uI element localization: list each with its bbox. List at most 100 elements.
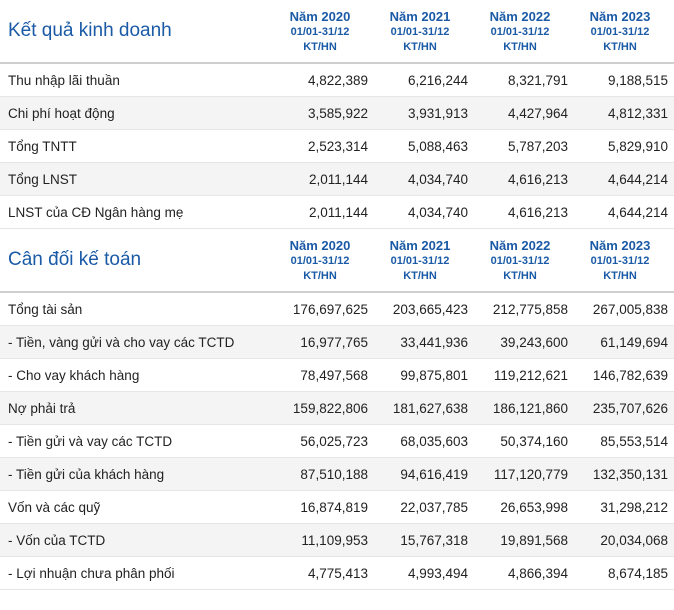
row-value: 2,011,144 [308,171,368,187]
row-value: 4,034,740 [407,171,468,187]
column-header-2022: Năm 2022 01/01-31/12 KT/HN [470,0,570,62]
row-label: - Cho vay khách hàng [8,367,140,383]
income-statement-section: Kết quả kinh doanh Năm 2020 01/01-31/12 … [0,0,674,229]
table-row: - Tiền gửi của khách hàng 87,510,188 94,… [0,458,674,491]
income-statement-header: Kết quả kinh doanh Năm 2020 01/01-31/12 … [0,0,674,64]
column-unit: KT/HN [503,40,537,53]
table-row: Vốn và các quỹ 16,874,819 22,037,785 26,… [0,491,674,524]
row-value: 31,298,212 [600,499,668,515]
row-value: 16,977,765 [300,334,368,350]
column-year: Năm 2023 [589,237,651,253]
income-statement-title: Kết quả kinh doanh [8,20,172,41]
table-row: Tổng tài sản 176,697,625 203,665,423 212… [0,293,674,326]
table-row: - Tiền, vàng gửi và cho vay các TCTD 16,… [0,326,674,359]
row-value: 5,088,463 [407,138,468,154]
column-header-2021: Năm 2021 01/01-31/12 KT/HN [370,0,470,62]
column-header-2023: Năm 2023 01/01-31/12 KT/HN [570,0,670,62]
column-header-2020: Năm 2020 01/01-31/12 KT/HN [270,229,370,291]
column-header-2020: Năm 2020 01/01-31/12 KT/HN [270,0,370,62]
row-value: 39,243,600 [500,334,568,350]
column-header-2021: Năm 2021 01/01-31/12 KT/HN [370,229,470,291]
column-year: Năm 2023 [589,8,651,24]
row-label: Tổng LNST [8,171,78,187]
column-unit: KT/HN [603,269,637,282]
column-range: 01/01-31/12 [590,254,650,267]
column-unit: KT/HN [403,269,437,282]
row-value: 4,644,214 [607,171,668,187]
row-label: Tổng tài sản [8,301,83,317]
balance-sheet-rows: Tổng tài sản 176,697,625 203,665,423 212… [0,293,674,590]
row-value: 6,216,244 [407,72,468,88]
row-value: 20,034,068 [600,532,668,548]
row-label: Thu nhập lãi thuần [8,72,120,88]
row-value: 176,697,625 [292,301,368,317]
row-label: - Vốn của TCTD [8,532,106,548]
row-value: 3,585,922 [307,105,368,121]
row-value: 26,653,998 [500,499,568,515]
row-value: 94,616,419 [400,466,468,482]
column-unit: KT/HN [603,40,637,53]
row-value: 212,775,858 [492,301,568,317]
row-label: Nợ phải trả [8,400,76,416]
table-row: Tổng LNST 2,011,144 4,034,740 4,616,213 … [0,163,674,196]
column-year: Năm 2020 [289,237,351,253]
row-value: 4,822,389 [307,72,368,88]
column-range: 01/01-31/12 [290,25,350,38]
row-value: 146,782,639 [592,367,668,383]
table-row: - Cho vay khách hàng 78,497,568 99,875,8… [0,359,674,392]
column-year: Năm 2022 [489,8,551,24]
row-value: 4,616,213 [507,204,568,220]
column-range: 01/01-31/12 [490,254,550,267]
column-header-2022: Năm 2022 01/01-31/12 KT/HN [470,229,570,291]
row-value: 87,510,188 [300,466,368,482]
row-value: 3,931,913 [407,105,468,121]
row-value: 2,011,144 [308,204,368,220]
row-value: 4,644,214 [607,204,668,220]
column-year: Năm 2022 [489,237,551,253]
row-value: 181,627,638 [392,400,468,416]
table-row: Tổng TNTT 2,523,314 5,088,463 5,787,203 … [0,130,674,163]
table-row: - Lợi nhuận chưa phân phối 4,775,413 4,9… [0,557,674,590]
income-statement-rows: Thu nhập lãi thuần 4,822,389 6,216,244 8… [0,64,674,229]
row-value: 4,866,394 [507,565,568,581]
row-value: 267,005,838 [592,301,668,317]
row-label: Chi phí hoạt động [8,105,115,121]
row-value: 159,822,806 [292,400,368,416]
column-unit: KT/HN [303,40,337,53]
balance-sheet-title: Cân đối kế toán [8,249,142,270]
row-value: 85,553,514 [600,433,668,449]
row-value: 11,109,953 [301,532,368,548]
row-value: 4,775,413 [307,565,368,581]
column-year: Năm 2021 [389,237,451,253]
row-value: 33,441,936 [400,334,468,350]
balance-sheet-section: Cân đối kế toán Năm 2020 01/01-31/12 KT/… [0,229,674,590]
row-label: - Tiền gửi của khách hàng [8,466,165,482]
row-value: 4,427,964 [507,105,568,121]
row-value: 68,035,603 [400,433,468,449]
row-label: Vốn và các quỹ [8,499,101,515]
row-label: Tổng TNTT [8,138,77,154]
row-value: 56,025,723 [300,433,368,449]
row-value: 8,321,791 [507,72,568,88]
row-value: 2,523,314 [307,138,368,154]
column-year: Năm 2021 [389,8,451,24]
table-row: - Vốn của TCTD 11,109,953 15,767,318 19,… [0,524,674,557]
column-range: 01/01-31/12 [290,254,350,267]
row-value: 132,350,131 [592,466,668,482]
table-row: Nợ phải trả 159,822,806 181,627,638 186,… [0,392,674,425]
row-value: 50,374,160 [500,433,568,449]
row-value: 5,787,203 [507,138,568,154]
column-header-2023: Năm 2023 01/01-31/12 KT/HN [570,229,670,291]
row-label: - Tiền gửi và vay các TCTD [8,433,173,449]
row-value: 99,875,801 [400,367,468,383]
table-row: LNST của CĐ Ngân hàng mẹ 2,011,144 4,034… [0,196,674,229]
column-unit: KT/HN [403,40,437,53]
row-value: 186,121,860 [492,400,568,416]
column-range: 01/01-31/12 [390,25,450,38]
table-row: Chi phí hoạt động 3,585,922 3,931,913 4,… [0,97,674,130]
row-value: 8,674,185 [607,565,668,581]
row-value: 4,616,213 [507,171,568,187]
column-unit: KT/HN [303,269,337,282]
row-value: 22,037,785 [400,499,468,515]
row-value: 9,188,515 [607,72,668,88]
